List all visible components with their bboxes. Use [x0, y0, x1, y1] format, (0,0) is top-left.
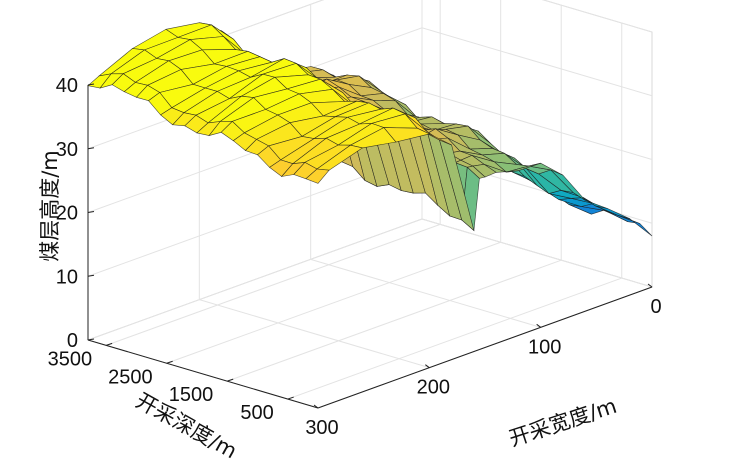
z-tick-label: 30: [56, 139, 78, 161]
x-tick-label: 0: [650, 296, 661, 318]
z-tick-label: 10: [56, 266, 78, 288]
surface-mesh: [87, 22, 653, 237]
y-tick-label: 2500: [108, 366, 153, 388]
grid-x-floor: [421, 218, 653, 288]
z-tick-mark: [87, 274, 95, 277]
y-tick-mark: [227, 378, 234, 382]
grid-y-floor: [287, 277, 622, 400]
z-axis-label: 煤层高度/m: [38, 150, 62, 262]
z-tick-label: 20: [56, 203, 78, 225]
x-axis-line: [317, 286, 653, 409]
z-tick-label: 0: [67, 330, 78, 352]
grid-x-floor: [199, 299, 430, 369]
x-axis-label: 开采宽度/m: [506, 394, 620, 451]
x-tick-mark: [425, 364, 430, 369]
y-tick-mark: [105, 342, 113, 346]
y-axis-line: [87, 339, 319, 409]
y-tick-label: 500: [240, 402, 273, 424]
x-tick-label: 200: [417, 377, 450, 399]
y-tick-mark: [166, 360, 173, 364]
z-tick-label: 40: [56, 75, 78, 97]
grid-y-floor: [166, 241, 501, 364]
x-tick-label: 300: [305, 417, 338, 439]
grid-x-floor: [310, 258, 541, 328]
y-tick-mark: [287, 396, 294, 400]
z-tick-mark: [87, 83, 95, 86]
z-tick-mark: [87, 147, 95, 150]
grid-y-floor: [227, 259, 562, 382]
x-tick-mark: [313, 404, 319, 409]
z-tick-mark: [87, 338, 95, 341]
axis-lines: [87, 83, 653, 409]
z-tick-mark: [87, 211, 95, 213]
y-tick-label: 3500: [48, 348, 93, 370]
x-tick-mark: [536, 323, 541, 328]
surface-cell: [305, 168, 330, 184]
x-tick-label: 100: [528, 336, 561, 358]
y-tick-label: 1500: [169, 384, 214, 406]
x-tick-mark: [647, 283, 653, 288]
grid-y-floor: [105, 223, 441, 346]
